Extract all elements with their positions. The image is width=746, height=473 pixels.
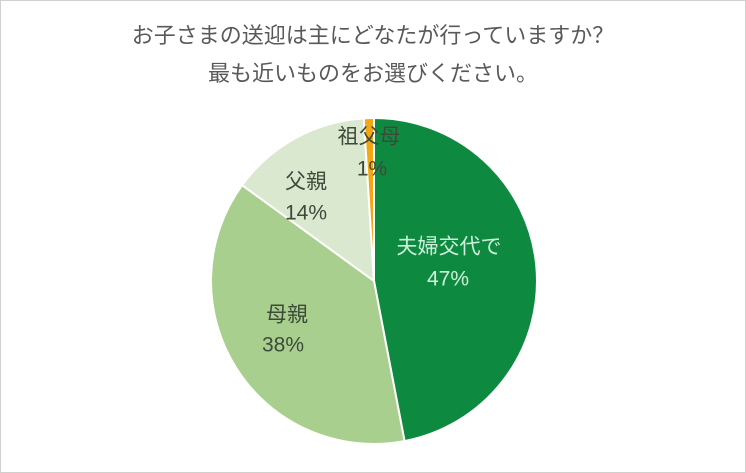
- svg-text:1%: 1%: [357, 158, 387, 181]
- svg-text:47%: 47%: [427, 268, 469, 291]
- svg-text:父親: 父親: [285, 171, 327, 194]
- svg-text:母親: 母親: [266, 304, 308, 327]
- svg-text:38%: 38%: [262, 334, 304, 357]
- svg-text:夫婦交代で: 夫婦交代で: [397, 236, 502, 259]
- svg-text:祖父母: 祖父母: [338, 126, 401, 149]
- svg-text:14%: 14%: [285, 202, 327, 225]
